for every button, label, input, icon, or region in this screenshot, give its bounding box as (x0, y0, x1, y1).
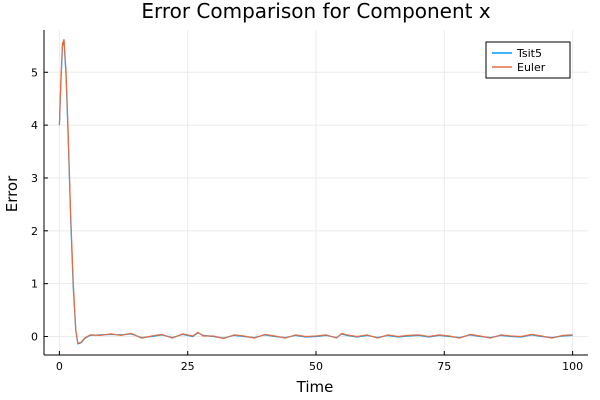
x-tick-label-0: 0 (56, 360, 63, 373)
y-tick-label-2: 2 (31, 225, 38, 238)
axes: 0 25 50 75 100 0 1 2 3 4 5 (31, 30, 588, 373)
series-group (58, 38, 573, 345)
y-axis-label: Error (3, 175, 21, 212)
x-axis-label: Time (296, 378, 334, 396)
x-tick-label-1: 25 (181, 360, 195, 373)
legend-label-tsit5: Tsit5 (516, 47, 542, 60)
legend-label-euler: Euler (517, 61, 546, 74)
y-tick-label-4: 4 (31, 119, 38, 132)
x-tick-label-3: 75 (437, 360, 451, 373)
x-tick-label-2: 50 (309, 360, 323, 373)
grid (44, 30, 588, 355)
y-tick-label-3: 3 (31, 172, 38, 185)
legend-box (485, 41, 571, 79)
y-tick-label-5: 5 (31, 66, 38, 79)
y-tick-label-1: 1 (31, 278, 38, 291)
series-line-euler (58, 38, 573, 344)
x-tick-label-4: 100 (562, 360, 583, 373)
y-tick-label-0: 0 (31, 331, 38, 344)
chart-title: Error Comparison for Component x (141, 0, 491, 23)
